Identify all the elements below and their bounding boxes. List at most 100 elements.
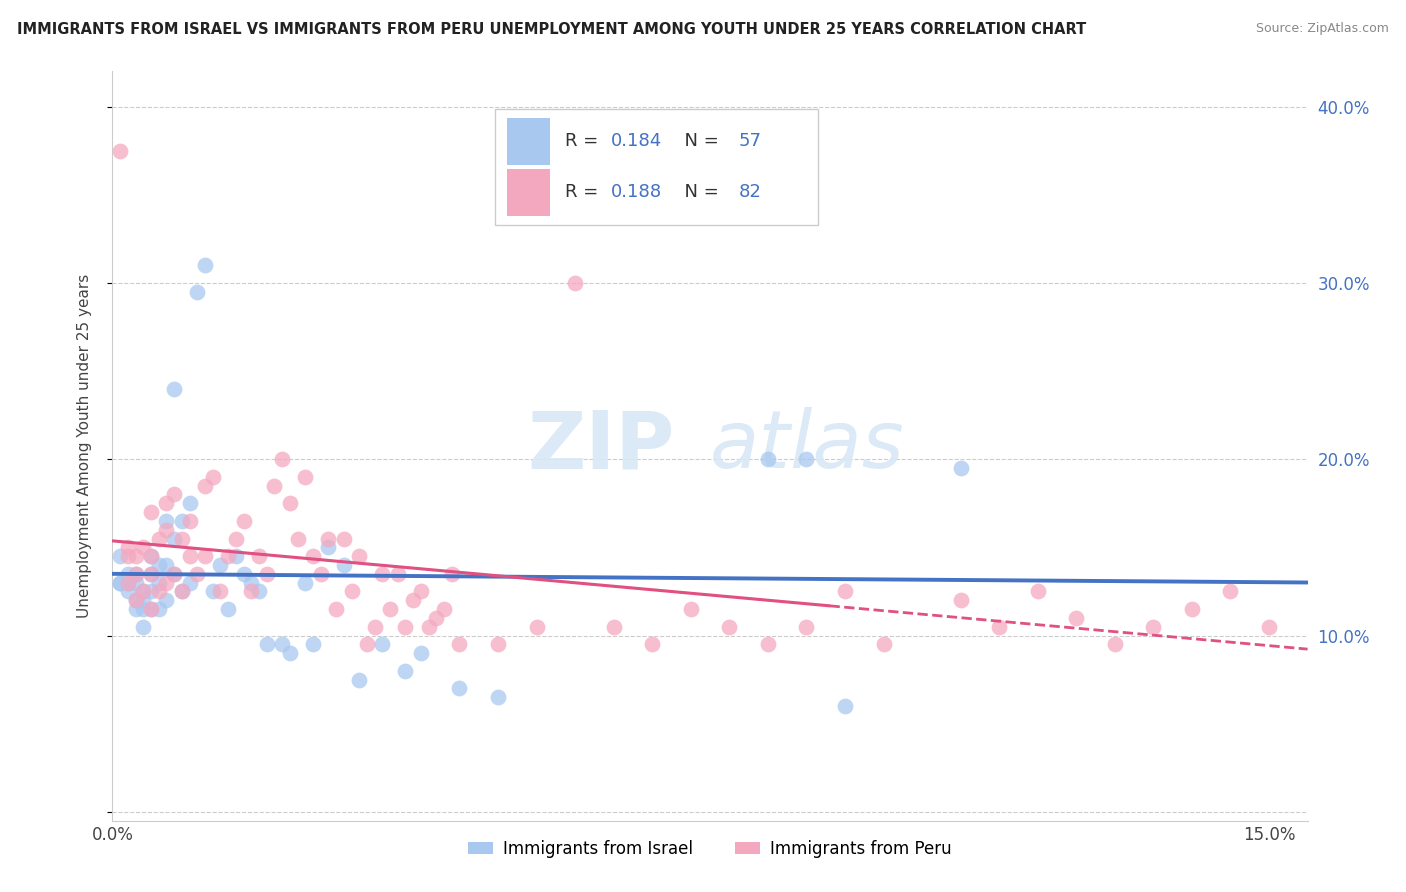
Point [232,514,254,528]
Point [163,566,186,581]
Point [170,584,193,599]
Point [108,575,131,590]
Text: R =: R = [565,132,605,151]
Point [139,566,162,581]
Point [179,575,201,590]
Point [170,514,193,528]
Point [440,566,463,581]
Point [1064,611,1087,625]
Point [155,593,177,607]
Point [117,575,139,590]
Point [418,620,440,634]
Point [325,602,347,616]
Point [1142,620,1164,634]
Point [186,285,208,299]
Point [834,584,856,599]
Point [387,566,409,581]
Point [256,637,278,651]
Point [139,549,162,564]
Point [796,452,818,467]
FancyBboxPatch shape [495,109,818,225]
Point [347,549,370,564]
FancyBboxPatch shape [508,118,550,165]
Text: R =: R = [565,184,605,202]
Point [194,549,217,564]
Point [163,532,186,546]
Point [139,584,162,599]
Point [564,276,586,290]
Point [394,664,416,678]
Point [117,575,139,590]
Point [309,566,332,581]
Point [425,611,447,625]
Point [117,566,139,581]
Text: atlas: atlas [710,407,905,485]
Point [170,584,193,599]
FancyBboxPatch shape [508,169,550,216]
Point [949,461,972,475]
Text: N =: N = [673,184,724,202]
Point [124,566,146,581]
Point [1104,637,1126,651]
Point [132,584,155,599]
Text: 57: 57 [738,132,762,151]
Point [139,566,162,581]
Point [124,566,146,581]
Y-axis label: Unemployment Among Youth under 25 years: Unemployment Among Youth under 25 years [77,274,91,618]
Point [271,452,294,467]
Point [256,566,278,581]
Point [155,496,177,510]
Point [378,602,401,616]
Point [247,549,270,564]
Point [117,541,139,555]
Point [302,549,325,564]
Point [402,593,425,607]
Point [155,523,177,537]
Point [1026,584,1049,599]
Point [108,575,131,590]
Point [302,637,325,651]
Text: Source: ZipAtlas.com: Source: ZipAtlas.com [1256,22,1389,36]
Point [201,584,224,599]
Text: ZIP: ZIP [527,407,675,485]
Point [371,637,394,651]
Point [155,558,177,572]
Point [170,532,193,546]
Point [240,575,263,590]
Point [225,532,247,546]
Point [148,584,170,599]
Point [433,602,456,616]
Point [287,532,309,546]
Point [232,566,254,581]
Text: N =: N = [673,132,724,151]
Point [756,452,779,467]
Point [602,620,624,634]
Point [124,602,146,616]
Point [756,637,779,651]
Point [394,620,416,634]
Point [217,549,239,564]
Text: 82: 82 [738,184,762,202]
Point [486,637,509,651]
Point [124,593,146,607]
Point [318,532,340,546]
Point [247,584,270,599]
Point [139,505,162,519]
Point [294,575,316,590]
Point [240,584,263,599]
Text: 0.188: 0.188 [610,184,662,202]
Point [796,620,818,634]
Point [1258,620,1281,634]
Point [124,593,146,607]
Point [201,470,224,484]
Point [209,584,232,599]
Point [217,602,239,616]
Point [278,646,301,660]
Point [209,558,232,572]
Point [163,566,186,581]
Point [179,549,201,564]
Point [139,549,162,564]
Point [194,478,217,492]
Point [449,637,471,651]
Legend: Immigrants from Israel, Immigrants from Peru: Immigrants from Israel, Immigrants from … [461,833,959,864]
